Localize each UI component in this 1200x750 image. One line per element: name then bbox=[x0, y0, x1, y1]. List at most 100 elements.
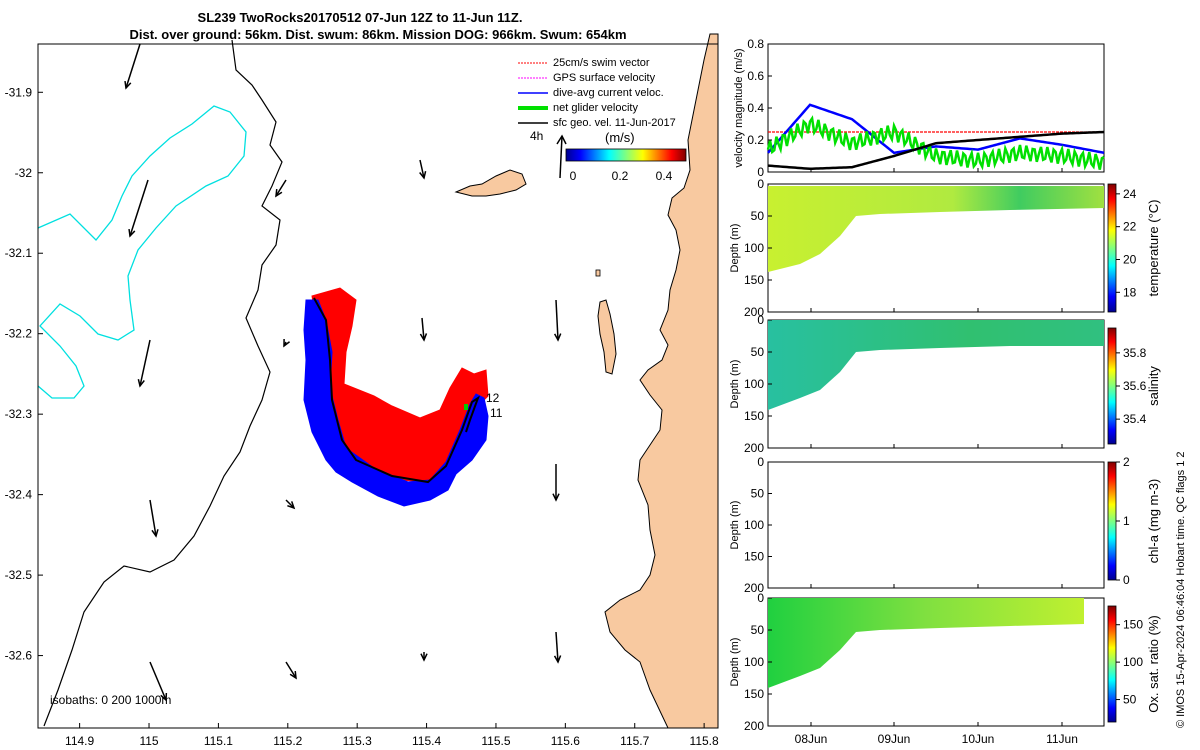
oxygen-cbar-label: Ox. sat. ratio (%) bbox=[1146, 615, 1161, 713]
colorbar-tick-2: 0.4 bbox=[656, 169, 673, 183]
depth-ytick-label: 100 bbox=[744, 518, 764, 532]
isobath-200 bbox=[43, 39, 283, 727]
oxygen-panel: 0 50 100 150 200 Depth (m) 50 100 150 Ox. sat. r… bbox=[729, 591, 1161, 733]
legend-sfc-geo-vel: sfc geo. vel. 11-Jun-2017 bbox=[553, 117, 676, 129]
depth-ytick-label: 150 bbox=[744, 550, 764, 564]
map-xtick-label: 115.7 bbox=[620, 734, 649, 748]
colorbar-tick-0: 0 bbox=[570, 169, 577, 183]
map-island-north bbox=[454, 169, 527, 197]
velocity-ytick-label: 0 bbox=[757, 165, 764, 179]
velocity-ticks: 0 0.2 0.4 0.6 0.8 bbox=[747, 37, 772, 179]
cbar-tick-label: 2 bbox=[1123, 455, 1130, 469]
sfc-velocity-arrow-head bbox=[553, 333, 562, 342]
series-dive-avg-current bbox=[767, 103, 1105, 155]
sfc-velocity-arrow bbox=[139, 339, 151, 387]
sfc-velocity-arrow-head bbox=[283, 338, 291, 348]
map-xtick-label: 115.3 bbox=[343, 734, 372, 748]
depth-ylabel: Depth (m) bbox=[729, 638, 741, 687]
sfc-velocity-arrow bbox=[285, 661, 297, 679]
velocity-ytick-label: 0.6 bbox=[747, 69, 764, 83]
salinity-section bbox=[768, 320, 1104, 410]
depth-ytick-label: 0 bbox=[757, 177, 764, 191]
cbar-tick-label: 100 bbox=[1123, 655, 1143, 669]
sfc-velocity-arrow-head bbox=[151, 529, 159, 538]
depth-ytick-label: 0 bbox=[757, 591, 764, 605]
map-ytick-label: -32.3 bbox=[5, 407, 33, 421]
cbar-tick-label: 18 bbox=[1123, 285, 1137, 299]
velocity-ylabel: velocity magnitude (m/s) bbox=[733, 48, 745, 167]
depth-ytick-label: 50 bbox=[751, 487, 765, 501]
sfc-velocity-arrow-head bbox=[289, 670, 297, 680]
sfc-velocity-arrow bbox=[125, 43, 141, 89]
temperature-section bbox=[768, 186, 1104, 272]
map-xtick-label: 115 bbox=[139, 734, 158, 748]
chla-panel: 0 50 100 150 200 Depth (m) 0 1 2 chl-a (mg m-3) bbox=[729, 455, 1161, 595]
glider-track-path bbox=[313, 297, 480, 484]
sfc-velocity-arrow bbox=[149, 499, 157, 537]
sfc-velocity-arrow bbox=[149, 661, 167, 701]
sfc-velocity-arrow-head bbox=[420, 653, 428, 662]
map-island-south bbox=[597, 299, 617, 375]
depth-ytick-label: 50 bbox=[751, 623, 765, 637]
map-legend: 25cm/s swim vector GPS surface velocity … bbox=[518, 57, 676, 129]
speed-colorbar: (m/s) 0 0.2 0.4 bbox=[565, 130, 687, 183]
series-net-velocity bbox=[766, 115, 1105, 171]
map-ytick-label: -32.5 bbox=[5, 568, 33, 582]
depth-ytick-label: 50 bbox=[751, 345, 765, 359]
depth-ytick-label: 0 bbox=[757, 455, 764, 469]
sfc-velocity-arrow-head bbox=[160, 692, 168, 702]
map-land bbox=[604, 33, 719, 729]
scale-arrow bbox=[559, 135, 563, 179]
legend-net-velocity: net glider velocity bbox=[553, 102, 638, 114]
sfc-velocity-arrow-head bbox=[137, 379, 145, 388]
sfc-velocity-arrow bbox=[129, 179, 149, 237]
map-ytick-label: -32.1 bbox=[5, 246, 33, 260]
glider-current-position bbox=[464, 404, 468, 410]
depth-ytick-label: 150 bbox=[744, 409, 764, 423]
depth-ytick-label: 100 bbox=[744, 377, 764, 391]
figure-title-line-2: Dist. over ground: 56km. Dist. swum: 86k… bbox=[129, 27, 626, 42]
sfc-velocity-arrow bbox=[421, 317, 425, 341]
map-island-small bbox=[595, 269, 601, 277]
map-xtick-label: 115.4 bbox=[412, 734, 441, 748]
map-ytick-label: -32 bbox=[15, 166, 33, 180]
cbar-tick-label: 1 bbox=[1123, 514, 1130, 528]
sfc-velocity-arrow-head bbox=[552, 493, 560, 502]
depth-ytick-label: 200 bbox=[744, 719, 764, 733]
cbar-tick-label: 20 bbox=[1123, 252, 1137, 266]
depth-ytick-label: 150 bbox=[744, 273, 764, 287]
legend-dive-avg-current: dive-avg current veloc. bbox=[553, 87, 664, 99]
depth-ytick-label: 0 bbox=[757, 313, 764, 327]
cbar-tick-label: 35.4 bbox=[1123, 412, 1147, 426]
cbar-tick-label: 35.8 bbox=[1123, 346, 1147, 360]
map-xtick-label: 115.2 bbox=[273, 734, 302, 748]
series-sfc-geo-vel bbox=[767, 130, 1105, 171]
cbar-tick-label: 150 bbox=[1123, 618, 1143, 632]
time-tick-label: 09Jun bbox=[878, 732, 911, 746]
map-axis-ticks: 114.9 115 115.1 115.2 115.3 115.4 115.5 115.6 11… bbox=[5, 85, 719, 748]
depth-ytick-label: 50 bbox=[751, 209, 765, 223]
depth-ytick-label: 100 bbox=[744, 655, 764, 669]
scale-arrow-label: 4h bbox=[530, 129, 543, 143]
credit-footer: © IMOS 15-Apr-2024 06:46:04 Hobart time.… bbox=[1175, 451, 1187, 728]
salinity-cbar-label: salinity bbox=[1146, 366, 1161, 406]
depth-ytick-label: 200 bbox=[744, 441, 764, 455]
map-xtick-label: 115.6 bbox=[551, 734, 580, 748]
sfc-velocity-arrow-head bbox=[419, 333, 428, 342]
figure-title-line-1: SL239 TwoRocks20170512 07-Jun 12Z to 11-… bbox=[198, 10, 523, 25]
map-ytick-label: -32.2 bbox=[5, 327, 33, 341]
chla-cbar-label: chl-a (mg m-3) bbox=[1146, 479, 1161, 564]
time-axis-ticks: 08Jun 09Jun 10Jun 11Jun bbox=[795, 168, 1078, 746]
sfc-velocity-arrow-head bbox=[287, 501, 296, 510]
velocity-ytick-label: 0.4 bbox=[747, 101, 764, 115]
cbar-tick-label: 50 bbox=[1123, 693, 1137, 707]
cbar-tick-label: 22 bbox=[1123, 220, 1137, 234]
cbar-tick-label: 35.6 bbox=[1123, 379, 1147, 393]
time-tick-label: 11Jun bbox=[1046, 732, 1078, 746]
sfc-velocity-arrow-head bbox=[128, 228, 136, 238]
track-day-label-11: 11 bbox=[490, 406, 503, 420]
map-xtick-label: 115.5 bbox=[481, 734, 510, 748]
salinity-panel: 0 50 100 150 200 Depth (m) 35.4 35.6 35.8 salini… bbox=[729, 313, 1161, 455]
sfc-velocity-arrow bbox=[555, 299, 559, 341]
cbar-tick-label: 0 bbox=[1123, 573, 1130, 587]
